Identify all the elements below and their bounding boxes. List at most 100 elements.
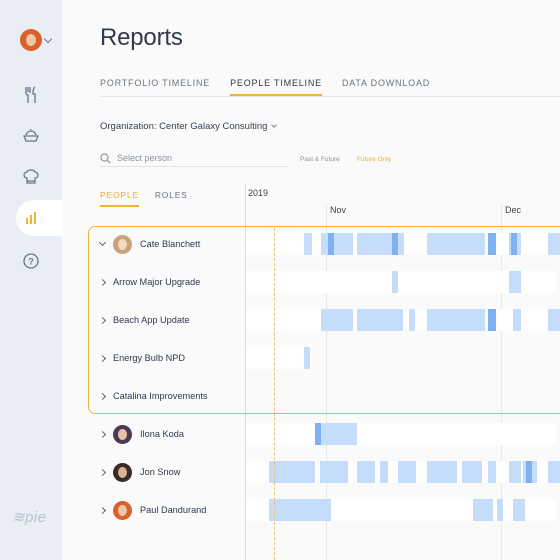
tab-people-timeline[interactable]: PEOPLE TIMELINE	[230, 76, 322, 96]
tab-roles[interactable]: ROLES	[154, 190, 188, 200]
chevron-down-icon[interactable]	[43, 34, 53, 43]
chevron-right-icon[interactable]	[98, 430, 107, 438]
allocation-bar[interactable]	[357, 233, 393, 255]
person-row[interactable]: Ilona Koda	[90, 415, 560, 453]
chevron-down-icon	[271, 122, 278, 128]
person-search	[100, 150, 288, 167]
project-row[interactable]: Arrow Major Upgrade	[90, 263, 560, 301]
allocation-bar[interactable]	[321, 309, 353, 331]
allocation-bar[interactable]	[509, 271, 521, 293]
allocation-bar[interactable]	[269, 461, 315, 483]
allocation-bar[interactable]	[513, 499, 525, 521]
cate-blanchett-avatar	[113, 234, 132, 254]
allocation-bar[interactable]	[513, 309, 521, 331]
row-label: Beach App Update	[113, 315, 190, 325]
allocation-bar[interactable]	[511, 233, 517, 255]
allocation-bar[interactable]	[328, 233, 334, 255]
chevron-right-icon[interactable]	[98, 354, 107, 362]
chevron-right-icon[interactable]	[98, 278, 107, 286]
allocation-bar[interactable]	[269, 499, 331, 521]
allocation-bar[interactable]	[315, 423, 321, 445]
organization-selector[interactable]: Organization: Center Galaxy Consulting	[100, 121, 278, 132]
row-label: Cate Blanchett	[140, 239, 201, 249]
row-label: Catalina Improvements	[113, 391, 208, 401]
allocation-bar[interactable]	[320, 461, 348, 483]
timeline-month-dec: Dec	[505, 205, 522, 215]
sidebar: ? ≋pie	[0, 0, 62, 560]
chef-hat-icon[interactable]	[20, 166, 42, 188]
allocation-bar[interactable]	[304, 347, 310, 369]
timeline-year: 2019	[248, 188, 269, 198]
person-row[interactable]: Jon Snow	[90, 453, 560, 491]
allocation-bar[interactable]	[315, 423, 357, 445]
fork-knife-icon[interactable]	[20, 84, 42, 106]
row-label: Energy Bulb NPD	[113, 353, 186, 363]
timeline-left-border	[245, 183, 246, 560]
row-label: Ilona Koda	[140, 429, 184, 439]
filter-future-only[interactable]: Future Only	[357, 156, 391, 163]
chevron-right-icon[interactable]	[98, 506, 107, 514]
pie-logo: ≋pie	[12, 509, 47, 526]
active-nav-highlight	[16, 200, 62, 236]
timeline-track	[246, 423, 556, 445]
report-tabs: PORTFOLIO TIMELINE PEOPLE TIMELINE DATA …	[100, 76, 430, 96]
user-menu[interactable]	[20, 29, 53, 51]
allocation-bar[interactable]	[488, 461, 496, 483]
allocation-bar[interactable]	[488, 309, 496, 331]
pie-dish-icon[interactable]	[20, 125, 42, 147]
project-row[interactable]: Energy Bulb NPD	[90, 339, 560, 377]
allocation-bar[interactable]	[488, 233, 496, 255]
reports-bar-chart-icon[interactable]	[20, 207, 42, 229]
svg-text:?: ?	[28, 257, 34, 267]
project-row[interactable]: Beach App Update	[90, 301, 560, 339]
chevron-right-icon[interactable]	[98, 468, 107, 476]
tabs-divider	[100, 96, 560, 97]
allocation-bar[interactable]	[398, 233, 404, 255]
allocation-bar[interactable]	[427, 309, 485, 331]
allocation-bar[interactable]	[321, 233, 353, 255]
row-label: Arrow Major Upgrade	[113, 277, 201, 287]
allocation-bar[interactable]	[473, 499, 493, 521]
allocation-bar[interactable]	[462, 461, 482, 483]
tab-data-download[interactable]: DATA DOWNLOAD	[341, 78, 431, 88]
allocation-bar[interactable]	[497, 499, 503, 521]
month-gridline	[501, 204, 502, 560]
filter-past-and-future[interactable]: Past & Future	[300, 156, 340, 163]
allocation-bar[interactable]	[392, 271, 398, 293]
person-row[interactable]: Cate Blanchett	[90, 225, 560, 263]
allocation-bar[interactable]	[427, 233, 485, 255]
allocation-bar[interactable]	[509, 461, 521, 483]
today-marker-line	[274, 228, 275, 560]
search-input[interactable]	[117, 153, 277, 163]
allocation-bar[interactable]	[392, 233, 398, 255]
allocation-bar[interactable]	[380, 461, 388, 483]
timeline-track	[246, 271, 556, 293]
allocation-bar[interactable]	[526, 461, 532, 483]
timeline-month-nov: Nov	[330, 205, 347, 215]
allocation-bar[interactable]	[357, 461, 375, 483]
allocation-bar[interactable]	[427, 461, 457, 483]
person-row[interactable]: Paul Dandurand	[90, 491, 560, 529]
tab-portfolio-timeline[interactable]: PORTFOLIO TIMELINE	[100, 78, 211, 88]
allocation-bar[interactable]	[398, 461, 416, 483]
people-roles-tabs: PEOPLE ROLES	[100, 190, 188, 207]
allocation-bar[interactable]	[548, 461, 560, 483]
chevron-down-icon[interactable]	[98, 238, 107, 247]
timeline-track	[246, 347, 312, 369]
month-gridline	[326, 204, 327, 560]
allocation-bar[interactable]	[304, 233, 312, 255]
chevron-right-icon[interactable]	[98, 392, 107, 400]
page-title: Reports	[100, 24, 183, 51]
tab-people[interactable]: PEOPLE	[100, 190, 139, 207]
help-icon[interactable]: ?	[20, 250, 42, 272]
jon-snow-avatar	[113, 462, 132, 482]
user-avatar[interactable]	[20, 29, 42, 51]
project-row[interactable]: Catalina Improvements	[90, 377, 560, 415]
allocation-bar[interactable]	[357, 309, 403, 331]
allocation-bar[interactable]	[548, 233, 560, 255]
ilona-koda-avatar	[113, 424, 132, 444]
allocation-bar[interactable]	[548, 309, 560, 331]
paul-dandurand-avatar	[113, 500, 132, 520]
chevron-right-icon[interactable]	[98, 316, 107, 324]
allocation-bar[interactable]	[409, 309, 415, 331]
